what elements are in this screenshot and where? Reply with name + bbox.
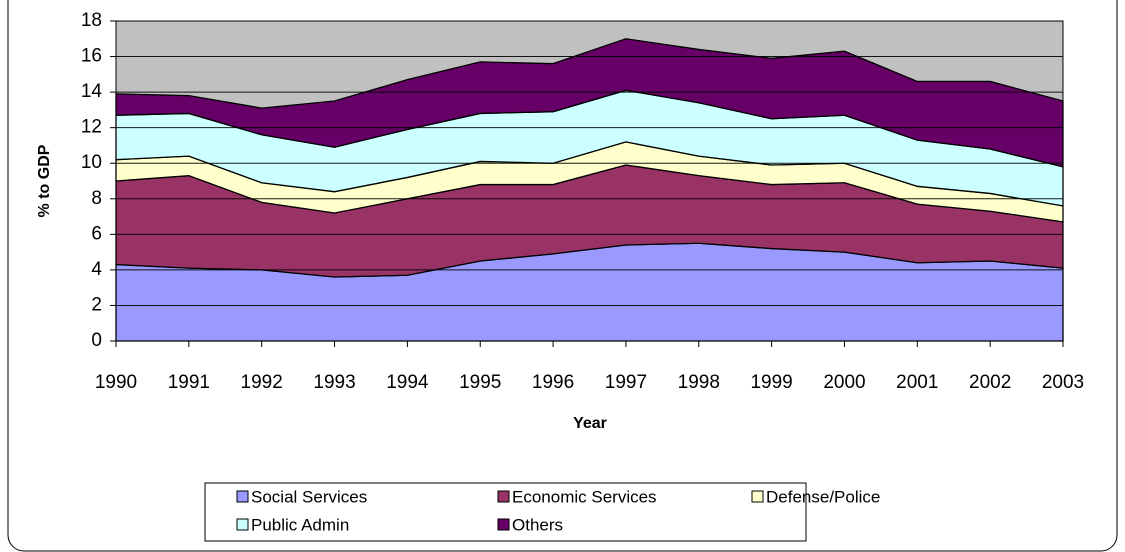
legend-label: Economic Services (512, 487, 657, 506)
y-tick-label: 4 (91, 259, 102, 280)
x-tick-label: 2001 (896, 372, 938, 393)
x-tick-label: 2003 (1042, 372, 1084, 393)
legend-swatch (497, 490, 510, 503)
y-tick-label: 10 (81, 152, 102, 173)
x-tick-label: 1997 (605, 372, 647, 393)
legend-label: Others (512, 515, 563, 534)
legend-label: Defense/Police (766, 487, 880, 506)
legend-swatch (236, 490, 249, 503)
legend-swatch (751, 490, 764, 503)
x-tick-label: 1995 (459, 372, 501, 393)
x-tick-label: 1991 (168, 372, 210, 393)
legend-swatch (236, 518, 249, 531)
x-tick-label: 1998 (678, 372, 720, 393)
y-tick-label: 6 (91, 223, 102, 244)
y-axis-label: % to GDP (36, 144, 53, 217)
y-tick-label: 18 (81, 10, 102, 31)
legend-label: Social Services (251, 487, 367, 506)
y-tick-label: 14 (81, 81, 103, 102)
y-tick-label: 2 (91, 294, 102, 315)
x-tick-label: 1999 (750, 372, 792, 393)
x-tick-label: 2002 (969, 372, 1011, 393)
y-tick-label: 12 (81, 117, 102, 138)
x-tick-label: 1994 (386, 372, 429, 393)
legend-label: Public Admin (251, 515, 349, 534)
plot-border (115, 20, 1064, 342)
x-tick-label: 2000 (823, 372, 865, 393)
x-tick-label: 1990 (95, 372, 137, 393)
legend-swatch (497, 518, 510, 531)
y-tick-label: 8 (91, 188, 102, 209)
x-tick-label: 1992 (241, 372, 283, 393)
y-tick-label: 16 (81, 46, 102, 67)
y-tick-label: 0 (91, 330, 102, 351)
x-axis-label: Year (573, 415, 607, 432)
x-tick-label: 1996 (532, 372, 574, 393)
x-tick-label: 1993 (313, 372, 355, 393)
